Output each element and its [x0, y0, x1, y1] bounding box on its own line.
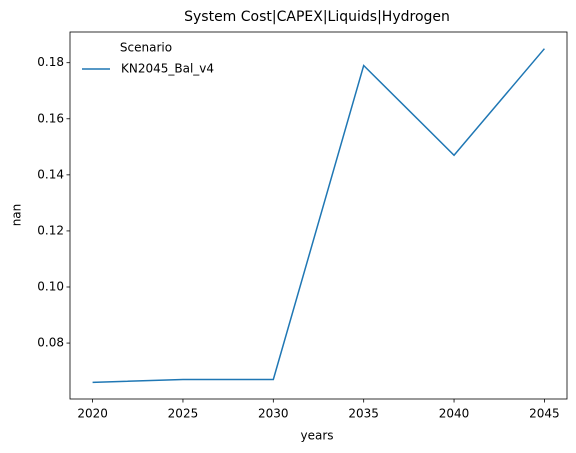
y-tick-label: 0.18 [37, 55, 64, 69]
y-tick-label: 0.14 [37, 167, 64, 181]
x-tick-label: 2035 [348, 407, 379, 421]
legend-title: Scenario [120, 41, 172, 55]
x-tick-label: 2020 [77, 407, 108, 421]
y-tick-label: 0.08 [37, 336, 64, 350]
y-tick-label: 0.16 [37, 111, 64, 125]
axes-frame [69, 31, 568, 400]
x-axis-label: years [300, 429, 333, 443]
chart-title: System Cost|CAPEX|Liquids|Hydrogen [184, 9, 450, 25]
x-tick-label: 2025 [168, 407, 199, 421]
y-tick-label: 0.10 [37, 279, 64, 293]
x-tick-label: 2040 [439, 407, 470, 421]
data-line [92, 48, 545, 384]
x-tick-label: 2030 [258, 407, 289, 421]
y-axis-label: nan [10, 204, 24, 227]
legend-label: KN2045_Bal_v4 [121, 62, 214, 76]
x-tick-label: 2045 [529, 407, 560, 421]
y-tick-label: 0.12 [37, 223, 64, 237]
